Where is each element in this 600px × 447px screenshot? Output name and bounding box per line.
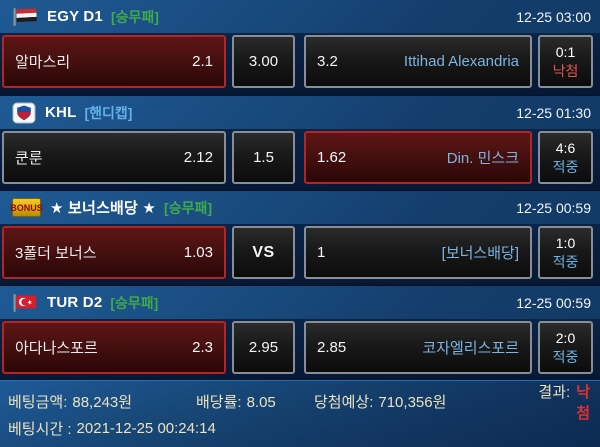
market-type-label: [승무패]	[164, 199, 212, 216]
match-row: 아다나스포르 2.3 2.95 2.85 코자엘리스포르 2:0 적중	[0, 319, 600, 381]
match-header: BONUS ★ 보너스배당 ★ [승무패] 12-25 00:59	[0, 191, 600, 224]
bet-time-line: 베팅시간 :2021-12-25 00:24:14	[8, 415, 592, 442]
overall-result-value: 낙첨	[576, 383, 590, 422]
bet-match-section: EGY D1 [승무패] 12-25 03:00 알마스리 2.1 3.00 3…	[0, 0, 600, 95]
khl-logo-icon	[12, 102, 36, 124]
home-team-name: 알마스리	[15, 54, 71, 71]
match-result: 적중	[552, 253, 579, 270]
away-team-name: Din. 민스크	[446, 150, 519, 167]
home-odds: 2.1	[192, 53, 213, 70]
match-row: 3폴더 보너스 1.03 VS 1 [보너스배당] 1:0 적중	[0, 224, 600, 286]
match-header: EGY D1 [승무패] 12-25 03:00	[0, 0, 600, 33]
bet-amount-label: 베팅금액:	[8, 394, 68, 411]
home-pick-button[interactable]: 3폴더 보너스 1.03	[2, 226, 226, 279]
away-pick-button[interactable]: 3.2 Ittihad Alexandria	[304, 35, 532, 88]
market-type-label: [승무패]	[110, 294, 159, 311]
match-score: 2:0	[555, 330, 576, 347]
match-result: 낙첨	[552, 62, 579, 79]
home-odds: 2.12	[183, 149, 213, 166]
bonus-badge-icon: BONUS	[10, 198, 43, 217]
bet-match-section: KHL [핸디캡] 12-25 01:30 쿤룬 2.12 1.5 1.62 D…	[0, 95, 600, 191]
home-odds: 1.03	[183, 244, 213, 261]
away-odds: 1.62	[317, 149, 347, 166]
bet-amount-value: 88,243원	[72, 394, 133, 411]
expected-win-value: 710,356원	[378, 394, 447, 411]
league-name: EGY D1	[47, 8, 103, 25]
bet-time-label: 베팅시간 :	[8, 421, 72, 438]
bonus-badge-icon: BONUS	[10, 198, 43, 217]
away-odds: 1	[317, 244, 326, 261]
match-score: 0:1	[555, 44, 576, 61]
score-result-box: 1:0 적중	[538, 226, 593, 279]
home-odds: 2.3	[192, 339, 213, 356]
total-odds-value: 8.05	[246, 394, 276, 411]
total-odds-label: 배당률:	[196, 394, 242, 411]
home-team-name: 3폴더 보너스	[15, 245, 97, 262]
bet-summary-line: 베팅금액: 88,243원 배당률: 8.05 당첨예상: 710,356원 결과: 낙…	[8, 384, 592, 422]
bet-sections-list: EGY D1 [승무패] 12-25 03:00 알마스리 2.1 3.00 3…	[0, 0, 600, 381]
draw-odds: 3.00	[248, 53, 279, 70]
away-team-name: 코자엘리스포르	[422, 340, 519, 357]
home-team-name: 아다나스포르	[15, 340, 98, 357]
match-datetime: 12-25 03:00	[516, 8, 591, 25]
bet-summary-footer: 베팅금액: 88,243원 배당률: 8.05 당첨예상: 710,356원 결과: 낙…	[0, 380, 600, 447]
league-name: ★ 보너스배당 ★	[50, 200, 157, 217]
away-odds: 2.85	[317, 339, 347, 356]
match-score: 4:6	[555, 140, 576, 157]
egypt-flag-icon	[12, 7, 38, 27]
bet-time-value: 2021-12-25 00:24:14	[76, 420, 216, 437]
away-odds: 3.2	[317, 53, 338, 70]
away-pick-button[interactable]: 2.85 코자엘리스포르	[304, 321, 532, 374]
match-datetime: 12-25 01:30	[516, 104, 591, 121]
draw-odds: 1.5	[253, 149, 274, 166]
draw-odds: 2.95	[248, 339, 279, 356]
draw-pick-button[interactable]: VS	[232, 226, 295, 279]
match-datetime: 12-25 00:59	[516, 294, 591, 311]
score-result-box: 2:0 적중	[538, 321, 593, 374]
home-pick-button[interactable]: 쿤룬 2.12	[2, 131, 226, 184]
away-pick-button[interactable]: 1 [보너스배당]	[304, 226, 532, 279]
away-pick-button[interactable]: 1.62 Din. 민스크	[304, 131, 532, 184]
draw-pick-button[interactable]: 3.00	[232, 35, 295, 88]
score-result-box: 4:6 적중	[538, 131, 593, 184]
away-team-name: Ittihad Alexandria	[403, 53, 519, 70]
expected-win-label: 당첨예상:	[314, 394, 374, 411]
score-result-box: 0:1 낙첨	[538, 35, 593, 88]
market-type-label: [핸디캡]	[84, 104, 133, 121]
match-row: 알마스리 2.1 3.00 3.2 Ittihad Alexandria 0:1…	[0, 33, 600, 95]
league-name: TUR D2	[47, 294, 103, 311]
match-datetime: 12-25 00:59	[516, 199, 591, 216]
match-header: TUR D2 [승무패] 12-25 00:59	[0, 286, 600, 319]
match-row: 쿤룬 2.12 1.5 1.62 Din. 민스크 4:6 적중	[0, 129, 600, 191]
draw-pick-button[interactable]: 1.5	[232, 131, 295, 184]
home-team-name: 쿤룬	[15, 150, 43, 167]
draw-pick-button[interactable]: 2.95	[232, 321, 295, 374]
bet-match-section: BONUS ★ 보너스배당 ★ [승무패] 12-25 00:59 3폴더 보너…	[0, 190, 600, 286]
market-type-label: [승무패]	[110, 8, 159, 25]
match-result: 적중	[552, 158, 579, 175]
league-name: KHL	[45, 104, 77, 121]
match-result: 적중	[552, 348, 579, 365]
overall-result-label: 결과:	[538, 383, 571, 401]
bet-match-section: TUR D2 [승무패] 12-25 00:59 아다나스포르 2.3 2.95…	[0, 285, 600, 381]
home-pick-button[interactable]: 아다나스포르 2.3	[2, 321, 226, 374]
draw-odds: VS	[252, 243, 275, 261]
turkey-flag-icon	[12, 293, 38, 313]
away-team-name: [보너스배당]	[441, 245, 519, 262]
match-score: 1:0	[555, 235, 576, 252]
match-header: KHL [핸디캡] 12-25 01:30	[0, 96, 600, 129]
home-pick-button[interactable]: 알마스리 2.1	[2, 35, 226, 88]
